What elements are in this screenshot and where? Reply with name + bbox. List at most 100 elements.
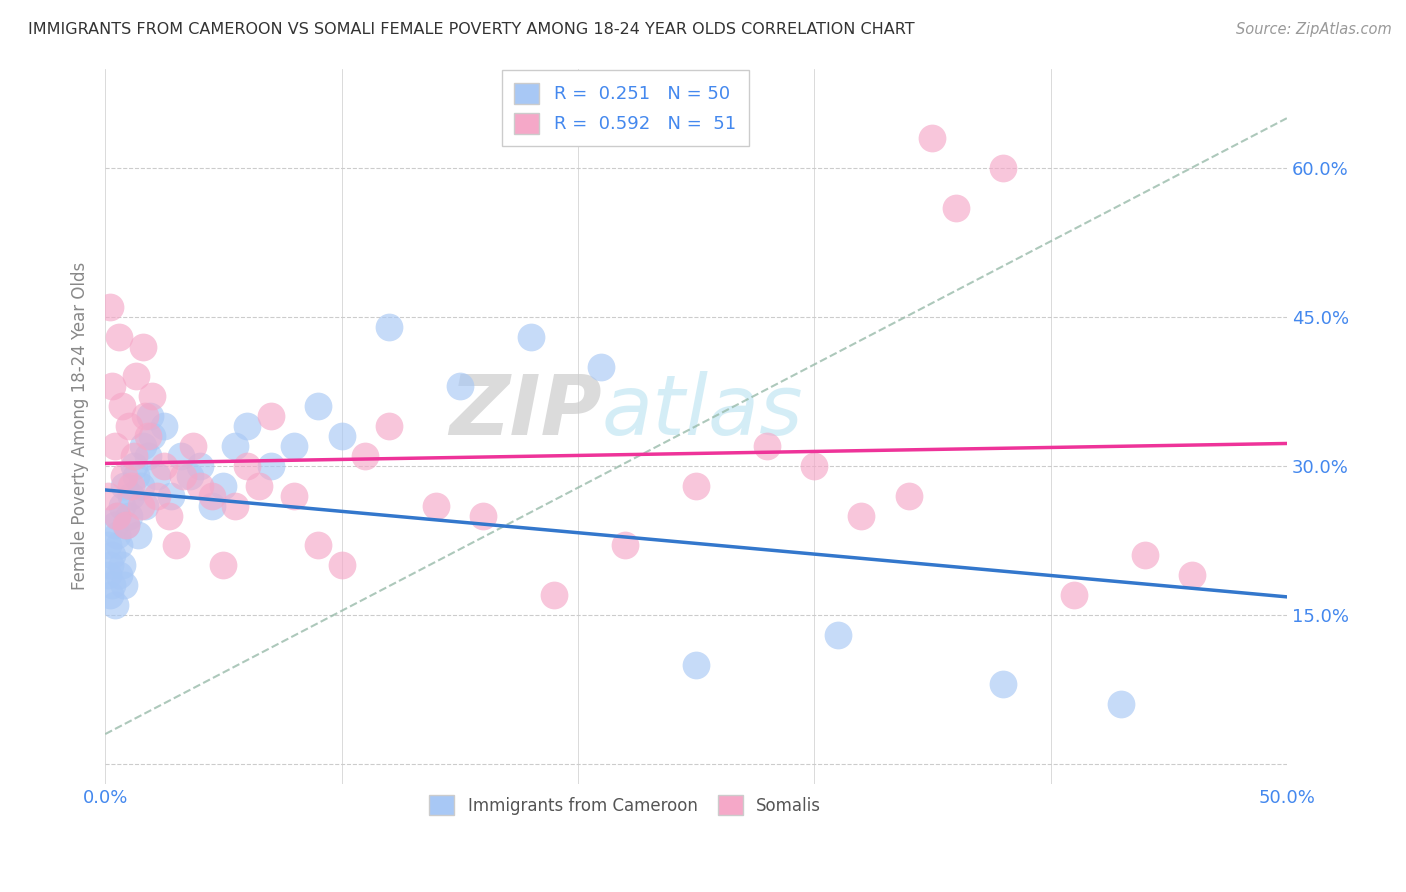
Point: [993, 677, 1015, 691]
Point: [127, 528, 149, 542]
Point: [108, 568, 131, 582]
Point: [111, 399, 134, 413]
Point: [136, 429, 159, 443]
Point: [129, 479, 152, 493]
Point: [897, 489, 920, 503]
Point: [172, 468, 194, 483]
Point: [236, 419, 259, 434]
Point: [104, 598, 127, 612]
Point: [122, 458, 145, 473]
Point: [105, 528, 128, 542]
Point: [378, 319, 401, 334]
Point: [98, 588, 121, 602]
Point: [307, 538, 329, 552]
Point: [803, 458, 825, 473]
Point: [157, 508, 180, 523]
Point: [200, 499, 222, 513]
Point: [104, 439, 127, 453]
Point: [132, 439, 155, 453]
Point: [307, 399, 329, 413]
Point: [200, 489, 222, 503]
Point: [224, 499, 246, 513]
Point: [543, 588, 565, 602]
Point: [105, 508, 128, 523]
Point: [115, 518, 138, 533]
Point: [330, 558, 353, 573]
Point: [139, 409, 162, 424]
Point: [212, 558, 235, 573]
Point: [98, 558, 121, 573]
Point: [104, 518, 127, 533]
Text: ZIP: ZIP: [449, 371, 602, 452]
Point: [97, 538, 120, 552]
Point: [129, 499, 152, 513]
Point: [108, 538, 131, 552]
Point: [134, 409, 156, 424]
Point: [945, 201, 967, 215]
Point: [112, 479, 135, 493]
Point: [108, 329, 131, 343]
Point: [105, 508, 128, 523]
Point: [132, 340, 155, 354]
Point: [179, 468, 201, 483]
Point: [378, 419, 401, 434]
Point: [141, 389, 163, 403]
Point: [993, 161, 1015, 175]
Point: [259, 458, 281, 473]
Point: [136, 449, 159, 463]
Point: [112, 578, 135, 592]
Point: [134, 499, 156, 513]
Point: [212, 479, 235, 493]
Point: [851, 508, 873, 523]
Y-axis label: Female Poverty Among 18-24 Year Olds: Female Poverty Among 18-24 Year Olds: [72, 262, 89, 591]
Text: Source: ZipAtlas.com: Source: ZipAtlas.com: [1236, 22, 1392, 37]
Point: [160, 489, 183, 503]
Point: [111, 558, 134, 573]
Point: [120, 479, 142, 493]
Point: [755, 439, 778, 453]
Point: [685, 479, 707, 493]
Point: [259, 409, 281, 424]
Point: [98, 300, 121, 314]
Point: [1111, 698, 1133, 712]
Point: [685, 657, 707, 672]
Point: [827, 628, 849, 642]
Point: [591, 359, 613, 374]
Point: [122, 449, 145, 463]
Text: IMMIGRANTS FROM CAMEROON VS SOMALI FEMALE POVERTY AMONG 18-24 YEAR OLDS CORRELAT: IMMIGRANTS FROM CAMEROON VS SOMALI FEMAL…: [28, 22, 915, 37]
Point: [111, 499, 134, 513]
Point: [153, 458, 176, 473]
Point: [425, 499, 447, 513]
Point: [170, 449, 193, 463]
Point: [283, 489, 305, 503]
Point: [449, 379, 471, 393]
Point: [1181, 568, 1204, 582]
Point: [247, 479, 270, 493]
Point: [146, 468, 169, 483]
Point: [224, 439, 246, 453]
Point: [283, 439, 305, 453]
Point: [472, 508, 495, 523]
Point: [118, 419, 141, 434]
Point: [354, 449, 377, 463]
Point: [921, 131, 943, 145]
Point: [97, 568, 120, 582]
Point: [181, 439, 204, 453]
Point: [101, 578, 124, 592]
Point: [120, 489, 142, 503]
Point: [188, 479, 211, 493]
Point: [614, 538, 637, 552]
Point: [112, 468, 135, 483]
Point: [101, 548, 124, 562]
Text: atlas: atlas: [602, 371, 803, 452]
Point: [165, 538, 187, 552]
Point: [153, 419, 176, 434]
Point: [519, 329, 541, 343]
Point: [125, 369, 148, 384]
Point: [188, 458, 211, 473]
Legend: Immigrants from Cameroon, Somalis: Immigrants from Cameroon, Somalis: [419, 785, 831, 825]
Point: [146, 489, 169, 503]
Point: [115, 518, 138, 533]
Point: [330, 429, 353, 443]
Point: [125, 468, 148, 483]
